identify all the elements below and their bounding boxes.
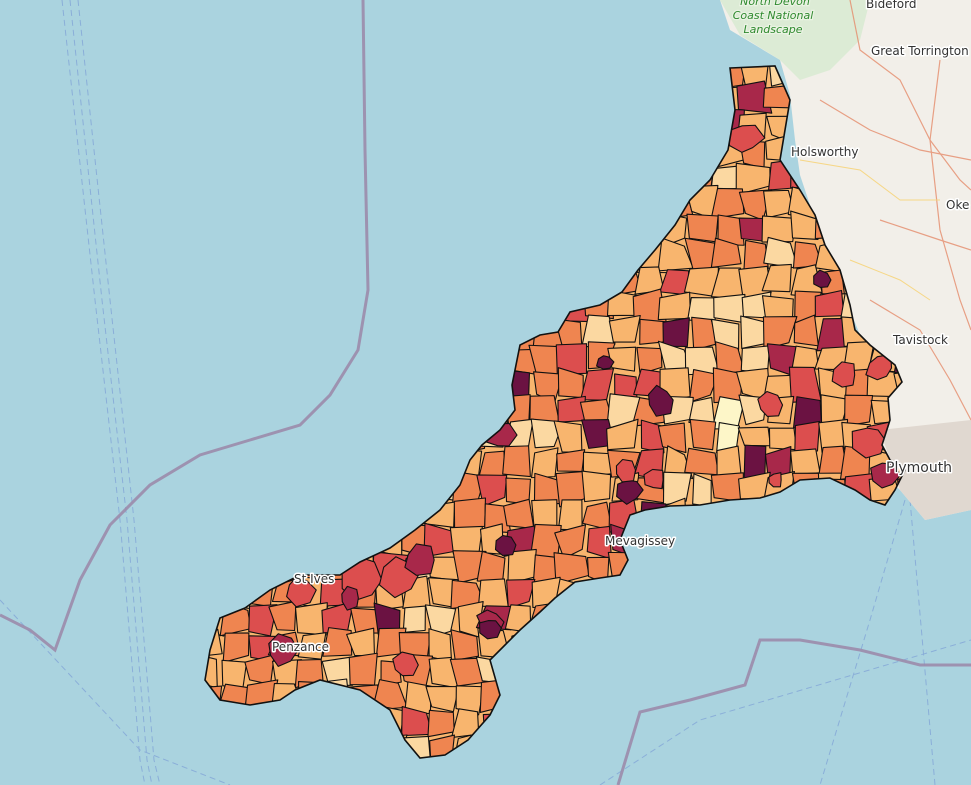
parish-area[interactable] <box>222 632 250 663</box>
parish-area-highlight[interactable] <box>616 479 644 505</box>
parish-area[interactable] <box>607 346 637 372</box>
parish-area[interactable] <box>710 187 745 220</box>
label-park-line1: North Devon <box>740 0 810 8</box>
label-oke: Oke <box>946 198 969 212</box>
parish-area[interactable] <box>455 685 485 716</box>
parish-area-highlight[interactable] <box>494 534 517 557</box>
parish-area[interactable] <box>762 316 798 350</box>
label-holsworthy: Holsworthy <box>791 145 858 159</box>
parish-area[interactable] <box>424 604 457 638</box>
parish-area-highlight[interactable] <box>479 620 502 640</box>
parish-area[interactable] <box>688 369 719 403</box>
label-park-line3: Landscape <box>743 23 802 36</box>
parish-area[interactable] <box>402 605 426 633</box>
parish-area[interactable] <box>427 709 455 738</box>
parish-area[interactable] <box>684 447 720 476</box>
parish-area[interactable] <box>555 343 588 375</box>
place-labels: North Devon Coast National Landscape Bid… <box>271 0 971 656</box>
parish-area-highlight[interactable] <box>643 468 664 490</box>
parish-area-highlight[interactable] <box>392 651 419 677</box>
parish-area[interactable] <box>717 214 745 246</box>
parish-area[interactable] <box>689 418 717 451</box>
label-great-torrington: Great Torrington <box>871 44 969 58</box>
parish-area-highlight[interactable] <box>768 472 782 488</box>
parish-area[interactable] <box>608 314 641 343</box>
parish-area[interactable] <box>321 655 357 687</box>
parish-area[interactable] <box>790 448 821 476</box>
parish-area[interactable] <box>639 318 667 345</box>
parish-area[interactable] <box>636 346 663 375</box>
parish-area[interactable] <box>506 578 536 609</box>
parish-area[interactable] <box>554 524 587 559</box>
parish-area[interactable] <box>768 427 798 451</box>
label-tavistock: Tavistock <box>892 333 948 347</box>
parish-area-highlight[interactable] <box>813 269 832 288</box>
parish-area[interactable] <box>662 317 690 348</box>
label-bideford: Bideford <box>866 0 916 11</box>
parish-area[interactable] <box>710 472 745 503</box>
parish-area-highlight[interactable] <box>851 427 886 459</box>
parish-area[interactable] <box>844 394 874 427</box>
parish-area-highlight[interactable] <box>341 585 359 611</box>
parish-area-highlight[interactable] <box>268 633 299 667</box>
label-plymouth: Plymouth <box>886 460 952 476</box>
parish-area[interactable] <box>713 293 746 324</box>
parish-area[interactable] <box>688 396 715 423</box>
parish-area[interactable] <box>686 213 719 243</box>
parish-area-highlight[interactable] <box>831 361 856 388</box>
parish-area-highlight[interactable] <box>870 462 902 489</box>
parish-area[interactable] <box>761 263 792 293</box>
parish-area[interactable] <box>294 602 328 636</box>
parish-area[interactable] <box>557 499 583 531</box>
label-penzance: Penzance <box>272 640 329 654</box>
devon-land <box>720 0 971 520</box>
parish-area[interactable] <box>557 395 586 423</box>
parish-area[interactable] <box>530 447 559 479</box>
parish-area[interactable] <box>662 471 692 506</box>
cornwall-outline <box>204 65 907 759</box>
parish-area[interactable] <box>425 685 460 713</box>
parish-area[interactable] <box>268 600 297 632</box>
parish-area[interactable] <box>348 652 378 686</box>
parish-area-highlight[interactable] <box>404 543 435 576</box>
parish-area[interactable] <box>790 210 823 240</box>
parish-area[interactable] <box>502 445 531 478</box>
parish-area[interactable] <box>531 499 558 529</box>
label-mevagissey: Mevagissey <box>605 534 675 548</box>
parish-area-highlight[interactable] <box>757 390 784 417</box>
parish-area[interactable] <box>710 237 742 268</box>
label-st-ives: St Ives <box>294 572 334 586</box>
parish-area[interactable] <box>737 426 772 447</box>
parish-area[interactable] <box>763 236 799 269</box>
parish-area-highlight[interactable] <box>647 384 674 417</box>
parish-area[interactable] <box>556 449 586 472</box>
parish-area[interactable] <box>657 422 687 454</box>
parish-area[interactable] <box>322 627 353 657</box>
parish-area[interactable] <box>581 470 612 503</box>
label-park-line2: Coast National <box>733 9 814 22</box>
parish-area[interactable] <box>794 420 821 454</box>
parish-area-highlight[interactable] <box>615 458 637 483</box>
parish-area-highlight[interactable] <box>596 355 615 370</box>
parish-area[interactable] <box>450 629 480 661</box>
parish-area[interactable] <box>743 239 769 271</box>
parish-area-highlight[interactable] <box>286 575 317 608</box>
parish-area[interactable] <box>606 418 639 451</box>
parish-area[interactable] <box>761 215 797 243</box>
